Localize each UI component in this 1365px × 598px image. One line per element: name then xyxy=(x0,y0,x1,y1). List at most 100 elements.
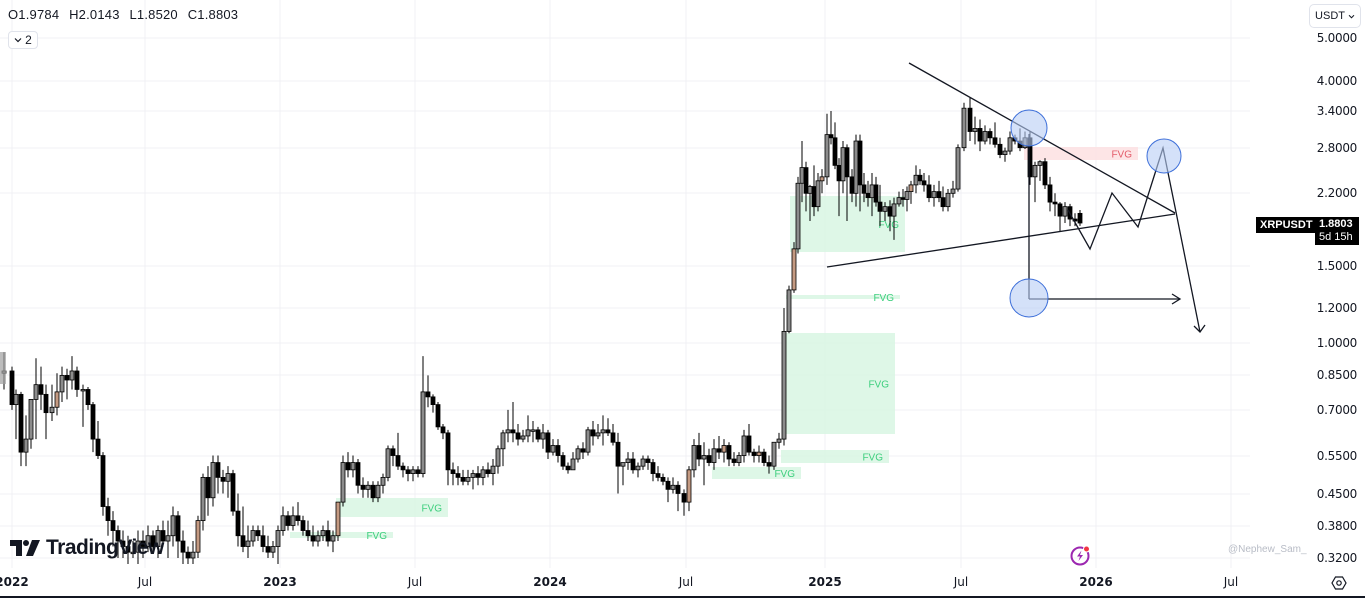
candle-body xyxy=(873,184,879,203)
candle-body xyxy=(887,206,893,217)
bullish-fvg-zone xyxy=(786,333,895,434)
candle-body xyxy=(660,476,666,482)
candle-body xyxy=(460,476,466,482)
price-axis-label: 3.4000 xyxy=(1316,104,1358,118)
candle-body xyxy=(435,404,441,428)
candle-body xyxy=(225,473,231,482)
candle-body xyxy=(786,289,792,332)
candle-body xyxy=(530,429,536,432)
time-axis-label: Jul xyxy=(953,575,969,589)
candle-body xyxy=(220,476,226,482)
candle-body xyxy=(819,176,825,182)
bullish-fvg-zone xyxy=(786,295,900,299)
previous-candle-fragment xyxy=(0,352,6,384)
candle-body xyxy=(840,147,846,182)
candle-body xyxy=(150,535,156,547)
fvg-label: FVG xyxy=(1111,150,1132,161)
candle-body xyxy=(245,540,251,547)
candle-body xyxy=(1002,150,1008,155)
candle-body xyxy=(235,510,241,537)
currency-selector[interactable]: USDT xyxy=(1309,4,1361,28)
candle-body xyxy=(320,530,326,537)
candle-body xyxy=(950,188,956,194)
candle-body xyxy=(896,197,902,205)
candle-body xyxy=(390,448,396,456)
chart-settings-icon[interactable] xyxy=(1331,575,1347,591)
candle-body xyxy=(380,476,386,486)
drawing-tools[interactable] xyxy=(826,62,1206,334)
candle-body xyxy=(1077,212,1083,224)
highlight-circle[interactable] xyxy=(1146,138,1182,174)
candle-body xyxy=(751,451,757,456)
tradingview-logo[interactable]: TradingView xyxy=(10,536,164,560)
candle-body xyxy=(185,551,191,559)
candle-body xyxy=(69,370,75,381)
candle-body xyxy=(290,515,296,526)
candle-body xyxy=(575,448,581,460)
candle-body xyxy=(535,429,541,440)
ascending-support-trendline[interactable] xyxy=(826,213,1176,268)
candle-body xyxy=(803,167,809,194)
candle-body xyxy=(555,445,561,456)
projection-path[interactable] xyxy=(1067,145,1201,333)
candle-body xyxy=(917,174,923,182)
fvg-label: FVG xyxy=(774,469,795,480)
bullish-fvg-zone xyxy=(712,467,801,479)
candle-body xyxy=(400,465,406,471)
candle-body xyxy=(345,462,351,471)
candle-body xyxy=(585,429,591,453)
high-value: H2.0143 xyxy=(69,7,120,22)
candle-body xyxy=(761,451,767,463)
candle-body xyxy=(13,393,19,405)
last-price-value: 1.8803 xyxy=(1319,218,1353,230)
candle-body xyxy=(721,445,727,453)
candle-body xyxy=(9,370,15,405)
candle-body xyxy=(746,435,752,453)
candle-body xyxy=(265,546,271,553)
candle-body xyxy=(425,391,431,398)
price-axis-label: 0.5500 xyxy=(1316,449,1358,463)
candle-body xyxy=(210,462,216,499)
price-axis-label: 2.8000 xyxy=(1316,141,1358,155)
highlight-circle[interactable] xyxy=(1010,109,1048,147)
candle-body xyxy=(325,530,331,542)
highlight-circle[interactable] xyxy=(1009,278,1049,318)
candle-body xyxy=(824,134,830,178)
candle-body xyxy=(849,176,855,194)
candle-body xyxy=(195,520,201,553)
candle-body xyxy=(908,184,914,192)
candle-body xyxy=(260,535,266,547)
candle-body xyxy=(490,465,496,474)
candle-body xyxy=(410,469,416,474)
bullish-fvg-zone xyxy=(781,450,889,463)
candle-body xyxy=(904,191,910,200)
candle-body xyxy=(711,448,717,463)
indicators-collapse-button[interactable]: 2 xyxy=(8,31,38,49)
candle-body xyxy=(330,535,336,542)
tradingview-logo-icon xyxy=(10,540,40,556)
fvg-label: FVG xyxy=(366,531,387,542)
candle-body xyxy=(340,462,346,503)
candle-body xyxy=(625,458,631,463)
arrow-head-icon xyxy=(1171,293,1182,305)
candle-body xyxy=(620,462,626,467)
candle-body xyxy=(28,399,34,440)
candle-body xyxy=(470,473,476,478)
bullish-fvg-zone xyxy=(290,532,393,538)
candle-body xyxy=(480,469,486,478)
candle-body xyxy=(795,182,801,250)
candle-body xyxy=(701,455,707,460)
candle-body xyxy=(997,143,1003,155)
fvg-label: FVG xyxy=(868,380,889,391)
candle-body xyxy=(270,546,276,553)
candle-body xyxy=(305,530,311,537)
candle-body xyxy=(731,458,737,463)
candle-body xyxy=(64,375,70,381)
candle-body xyxy=(525,429,531,437)
lightning-bolt-icon[interactable] xyxy=(1069,544,1091,566)
price-axis-label: 1.2000 xyxy=(1316,301,1358,315)
time-axis-label: 2024 xyxy=(533,575,567,589)
candle-body xyxy=(791,248,797,291)
candle-body xyxy=(1047,184,1053,203)
